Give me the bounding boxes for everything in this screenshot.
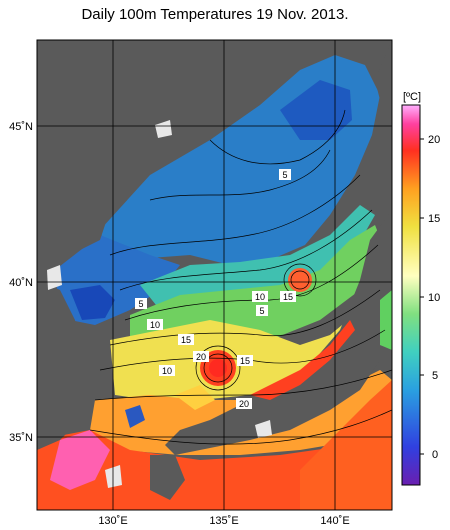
lat-tick: 45˚N bbox=[9, 121, 33, 133]
map-frame bbox=[36, 39, 393, 511]
graticule bbox=[37, 40, 392, 510]
contour-label: 10 bbox=[147, 319, 163, 330]
data-gap-north bbox=[155, 120, 172, 138]
colorbar-scale bbox=[401, 104, 421, 486]
svg-text:20: 20 bbox=[239, 399, 249, 409]
korea-peninsula bbox=[37, 280, 90, 450]
korea-land bbox=[37, 180, 110, 270]
colorbar-ticks bbox=[420, 138, 424, 455]
deep-cold-patch bbox=[280, 80, 352, 140]
contour-label: 10 bbox=[159, 365, 175, 376]
colorbar-tick: 5 bbox=[432, 370, 438, 382]
kyushu-land bbox=[150, 455, 185, 500]
warm-tongue bbox=[175, 385, 215, 410]
lon-tick: 135˚E bbox=[209, 515, 238, 527]
contour-label: 15 bbox=[237, 355, 253, 366]
contour-label: 10 bbox=[252, 291, 268, 302]
contour-labels: 5 5 10 15 5 10 15 20 15 10 20 bbox=[135, 169, 296, 409]
data-gap-west bbox=[105, 465, 122, 488]
contour-label: 20 bbox=[193, 351, 209, 362]
contour-label: 15 bbox=[178, 334, 194, 345]
data-gap-korea bbox=[47, 265, 62, 290]
contour-label: 5 bbox=[279, 169, 291, 180]
svg-text:10: 10 bbox=[255, 292, 265, 302]
isotherm-contours bbox=[89, 109, 392, 445]
colorbar-unit: [ºC] bbox=[403, 91, 421, 103]
pacific-warm bbox=[300, 380, 392, 510]
svg-text:15: 15 bbox=[240, 356, 250, 366]
svg-text:10: 10 bbox=[150, 320, 160, 330]
warm-eddy-core bbox=[209, 359, 227, 377]
colorbar: [ºC] 20 15 10 5 0 bbox=[401, 91, 440, 486]
svg-text:5: 5 bbox=[259, 306, 264, 316]
hokkaido-land bbox=[375, 40, 392, 130]
lon-axis: 130˚E 135˚E 140˚E bbox=[98, 515, 349, 527]
data-gap-coast bbox=[255, 420, 272, 438]
map-title: Daily 100m Temperatures 19 Nov. 2013. bbox=[81, 6, 349, 23]
tsushima-warm bbox=[50, 430, 110, 490]
svg-text:15: 15 bbox=[181, 335, 191, 345]
svg-text:5: 5 bbox=[282, 170, 287, 180]
contour-label: 15 bbox=[280, 291, 296, 302]
contour-label: 5 bbox=[256, 305, 268, 316]
teal-band bbox=[140, 205, 375, 310]
svg-text:5: 5 bbox=[138, 299, 143, 309]
contour-label: 5 bbox=[135, 298, 147, 309]
colorbar-tick: 20 bbox=[428, 134, 440, 146]
lat-tick: 35˚N bbox=[9, 432, 33, 444]
svg-text:15: 15 bbox=[283, 292, 293, 302]
map-area bbox=[37, 40, 392, 510]
colorbar-tick: 15 bbox=[428, 213, 440, 225]
lon-tick: 130˚E bbox=[98, 515, 127, 527]
warm-eddy-north bbox=[288, 268, 312, 292]
svg-text:20: 20 bbox=[196, 352, 206, 362]
korea-basin-cold bbox=[70, 285, 115, 320]
green-band bbox=[130, 225, 385, 350]
lon-tick: 140˚E bbox=[320, 515, 349, 527]
contour-label: 20 bbox=[236, 398, 252, 409]
svg-text:10: 10 bbox=[162, 366, 172, 376]
colorbar-tick: 0 bbox=[432, 449, 438, 461]
colorbar-tick: 10 bbox=[428, 292, 440, 304]
lat-axis: 45˚N 40˚N 35˚N bbox=[9, 121, 33, 444]
cold-eddy-south bbox=[125, 405, 145, 428]
lat-tick: 40˚N bbox=[9, 277, 33, 289]
pacific-cool bbox=[380, 290, 392, 350]
honshu-coast-warm bbox=[250, 320, 355, 400]
